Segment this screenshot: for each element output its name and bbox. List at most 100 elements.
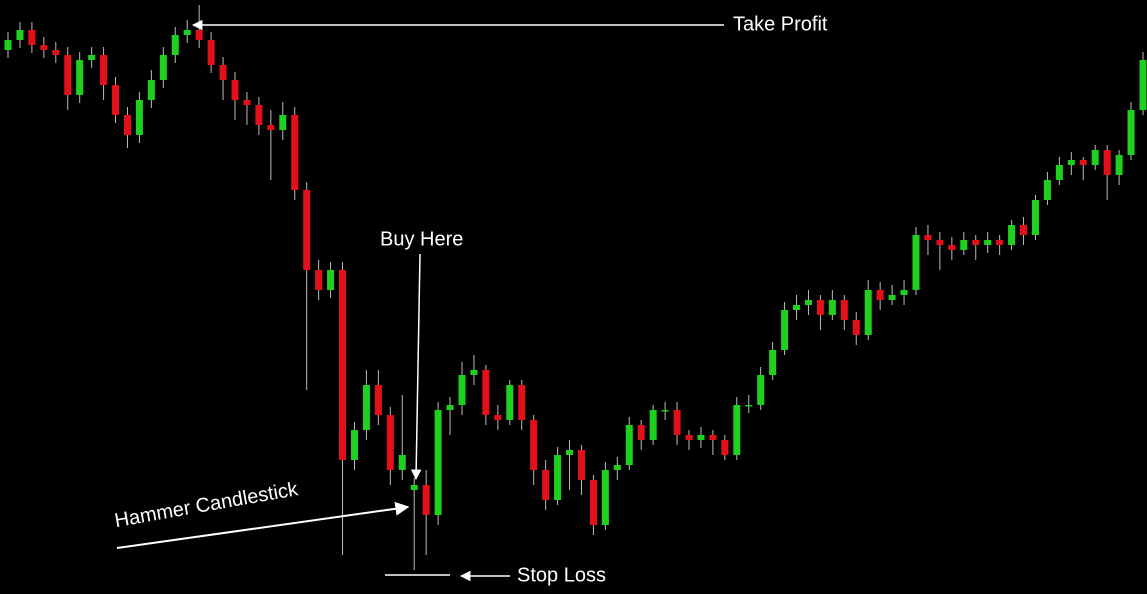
candle-body	[123, 115, 131, 135]
candle-body	[864, 290, 872, 335]
candle-body	[458, 375, 466, 405]
candle-body	[685, 435, 693, 440]
candle-body	[350, 430, 358, 460]
candle-body	[1067, 160, 1075, 165]
candle-body	[1020, 225, 1028, 235]
candle-body	[601, 470, 609, 525]
candle-body	[1127, 110, 1135, 155]
candle-body	[1103, 150, 1111, 175]
candle-body	[135, 100, 143, 135]
candle-body	[1055, 165, 1063, 180]
candle-body	[566, 450, 574, 455]
candle-body	[912, 235, 920, 290]
candle-body	[291, 115, 299, 190]
candle-body	[4, 40, 12, 50]
candle-body	[1139, 60, 1147, 110]
candle-body	[434, 410, 442, 515]
candle-body	[339, 270, 347, 460]
candle-body	[159, 55, 167, 80]
candle-body	[470, 370, 478, 375]
candle-body	[625, 425, 633, 465]
candle-body	[613, 465, 621, 470]
candle-body	[542, 470, 550, 500]
candle-body	[183, 30, 191, 35]
candle-body	[76, 60, 84, 95]
candle-body	[207, 40, 215, 65]
candle-body	[219, 65, 227, 80]
candle-body	[147, 80, 155, 100]
candle-body	[697, 435, 705, 440]
candle-body	[852, 320, 860, 335]
candle-body	[709, 435, 717, 440]
candle-body	[518, 385, 526, 420]
candle-body	[554, 455, 562, 500]
candle-body	[112, 85, 120, 115]
candle-body	[769, 350, 777, 375]
candle-body	[303, 190, 311, 270]
candle-body	[661, 410, 669, 412]
buy-here-arrow	[410, 253, 422, 481]
candles	[4, 5, 1147, 570]
candle-body	[362, 385, 370, 430]
candle-body	[100, 55, 108, 85]
candle-body	[315, 270, 323, 290]
candle-body	[1031, 200, 1039, 235]
candle-body	[52, 50, 60, 55]
candle-body	[948, 245, 956, 250]
candle-body	[840, 300, 848, 320]
candle-body	[171, 35, 179, 55]
candle-body	[1091, 150, 1099, 165]
candle-body	[327, 270, 335, 290]
candle-body	[972, 240, 980, 245]
candle-body	[374, 385, 382, 415]
candle-body	[28, 30, 36, 45]
candle-body	[446, 405, 454, 410]
candle-body	[195, 30, 203, 40]
candle-body	[1115, 155, 1123, 175]
candle-body	[231, 80, 239, 100]
candle-body	[279, 115, 287, 130]
candle-body	[757, 375, 765, 405]
candle-body	[936, 240, 944, 245]
candle-body	[398, 455, 406, 470]
candle-body	[40, 45, 48, 50]
candle-body	[267, 125, 275, 130]
candle-body	[88, 55, 96, 60]
candle-body	[960, 240, 968, 250]
candle-body	[721, 440, 729, 455]
candle-body	[1043, 180, 1051, 200]
candle-body	[16, 30, 24, 40]
candle-body	[888, 295, 896, 300]
candle-body	[422, 485, 430, 515]
hammer-arrow	[116, 501, 410, 549]
candle-body	[876, 290, 884, 300]
candle-body	[900, 290, 908, 295]
candle-body	[506, 385, 514, 420]
candle-body	[733, 405, 741, 455]
candle-body	[984, 240, 992, 245]
candle-body	[996, 240, 1004, 245]
candle-body	[793, 305, 801, 310]
candle-body	[745, 405, 753, 407]
candle-body	[924, 235, 932, 240]
candle-body	[589, 480, 597, 525]
stop-loss-label: Stop Loss	[517, 564, 606, 586]
candle-body	[386, 415, 394, 470]
candle-body	[1008, 225, 1016, 245]
buy-here-label: Buy Here	[380, 228, 463, 250]
candle-body	[804, 300, 812, 305]
candle-body	[255, 105, 263, 125]
candle-body	[816, 300, 824, 315]
take-profit-label: Take Profit	[733, 13, 828, 35]
candle-body	[828, 300, 836, 315]
candle-body	[649, 410, 657, 440]
candle-body	[637, 425, 645, 440]
candle-body	[410, 485, 418, 490]
candle-body	[64, 55, 72, 95]
candle-body	[673, 410, 681, 435]
candle-body	[1079, 160, 1087, 165]
candle-body	[577, 450, 585, 480]
